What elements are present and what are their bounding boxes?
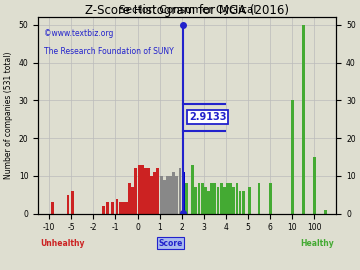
Bar [157,168,159,214]
Bar [269,183,271,214]
Bar [248,187,251,214]
Bar [67,195,69,214]
Bar [172,172,175,214]
Bar [131,187,134,214]
Text: The Research Foundation of SUNY: The Research Foundation of SUNY [44,47,174,56]
Text: 2.9133: 2.9133 [189,112,226,122]
Bar [313,157,316,214]
Text: ©www.textbiz.org: ©www.textbiz.org [44,29,113,38]
Bar [185,183,188,214]
Bar [160,176,163,214]
Bar [175,176,178,214]
Bar [125,202,128,214]
Bar [128,183,131,214]
Bar [226,183,229,214]
Bar [116,198,118,214]
Bar [138,164,140,214]
Bar [324,210,327,214]
Text: Healthy: Healthy [300,239,334,248]
Text: Unhealthy: Unhealthy [40,239,85,248]
Text: Sector: Consumer Cyclical: Sector: Consumer Cyclical [118,5,256,15]
Bar [179,168,181,214]
Bar [51,202,54,214]
Bar [144,168,147,214]
Bar [291,100,294,214]
Bar [207,191,210,214]
Bar [147,168,150,214]
Bar [102,206,105,214]
Bar [192,164,194,214]
Title: Z-Score Histogram for MGA (2016): Z-Score Histogram for MGA (2016) [85,4,289,17]
Bar [220,183,222,214]
Bar [111,202,114,214]
Bar [210,183,213,214]
Bar [201,183,203,214]
Bar [169,176,172,214]
Bar [302,25,305,214]
Bar [198,183,201,214]
Bar [71,191,74,214]
Bar [134,168,137,214]
Bar [141,164,144,214]
Bar [166,176,169,214]
Bar [223,187,226,214]
Bar [122,202,125,214]
Bar [182,172,185,214]
Y-axis label: Number of companies (531 total): Number of companies (531 total) [4,52,13,179]
Bar [258,183,261,214]
Bar [213,183,216,214]
Bar [239,191,242,214]
Text: Score: Score [158,239,183,248]
Bar [106,202,109,214]
Bar [194,187,197,214]
Bar [235,183,238,214]
Bar [204,187,207,214]
Bar [163,180,166,214]
Bar [229,183,232,214]
Bar [150,176,153,214]
Bar [119,202,122,214]
Bar [217,187,219,214]
Bar [242,191,244,214]
Bar [232,187,235,214]
Bar [153,172,156,214]
